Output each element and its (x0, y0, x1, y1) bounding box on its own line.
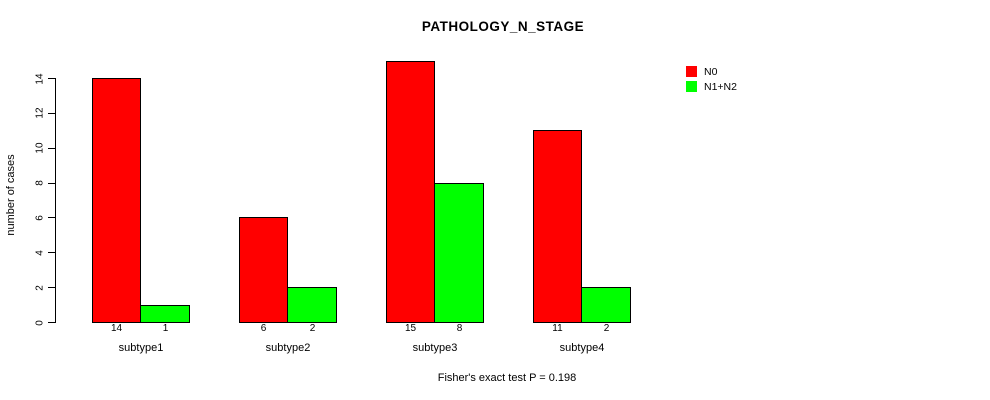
y-tick-label: 6 (34, 215, 46, 221)
y-tick-label: 0 (34, 319, 46, 326)
bar-count-label: 15 (404, 323, 417, 334)
bar-n0-subtype3 (386, 60, 435, 323)
y-tick (48, 147, 55, 149)
y-tick-label: 12 (34, 107, 46, 119)
legend-item-n1n2: N1+N2 (686, 79, 737, 94)
y-tick (48, 217, 55, 219)
bar-count-label: 2 (603, 323, 610, 334)
y-axis-label: number of cases (5, 154, 17, 236)
y-tick (48, 287, 55, 289)
y-tick (48, 112, 55, 114)
legend-label-n1n2: N1+N2 (704, 80, 737, 93)
y-tick (48, 78, 55, 79)
bar-n0-subtype1 (92, 78, 141, 323)
bar-count-label: 8 (456, 323, 463, 334)
bar-count-label: 1 (162, 323, 169, 334)
bar-n1n2-subtype3 (434, 182, 484, 323)
bar-n1n2-subtype4 (581, 287, 631, 323)
y-tick-label: 10 (34, 142, 46, 154)
legend-label-n0: N0 (704, 65, 718, 78)
bar-count-label: 14 (110, 323, 123, 334)
bar-count-label: 11 (552, 323, 563, 334)
bar-count-label: 6 (260, 323, 267, 334)
y-tick (48, 322, 55, 323)
bar-count-label: 2 (309, 323, 316, 334)
bar-n1n2-subtype1 (140, 304, 190, 323)
bar-n1n2-subtype2 (287, 287, 337, 323)
bar-n0-subtype4 (533, 130, 582, 323)
y-tick-label: 14 (34, 72, 46, 85)
category-label-subtype3: subtype3 (412, 342, 458, 354)
category-label-subtype4: subtype4 (559, 342, 605, 354)
y-tick-label: 4 (34, 250, 46, 256)
legend-swatch-n1n2 (686, 81, 697, 92)
y-tick-label: 2 (34, 284, 46, 291)
y-tick (48, 182, 55, 184)
legend-item-n0: N0 (686, 64, 737, 79)
category-label-subtype1: subtype1 (118, 342, 164, 354)
category-label-subtype2: subtype2 (265, 342, 311, 354)
y-tick (48, 252, 55, 254)
legend: N0 N1+N2 (686, 64, 737, 94)
bar-n0-subtype2 (239, 217, 288, 323)
fisher-test-annotation: Fisher's exact test P = 0.198 (437, 372, 577, 384)
chart-title: PATHOLOGY_N_STAGE (421, 19, 585, 34)
y-axis-line (55, 78, 56, 323)
legend-swatch-n0 (686, 66, 697, 77)
y-tick-label: 8 (34, 180, 46, 186)
